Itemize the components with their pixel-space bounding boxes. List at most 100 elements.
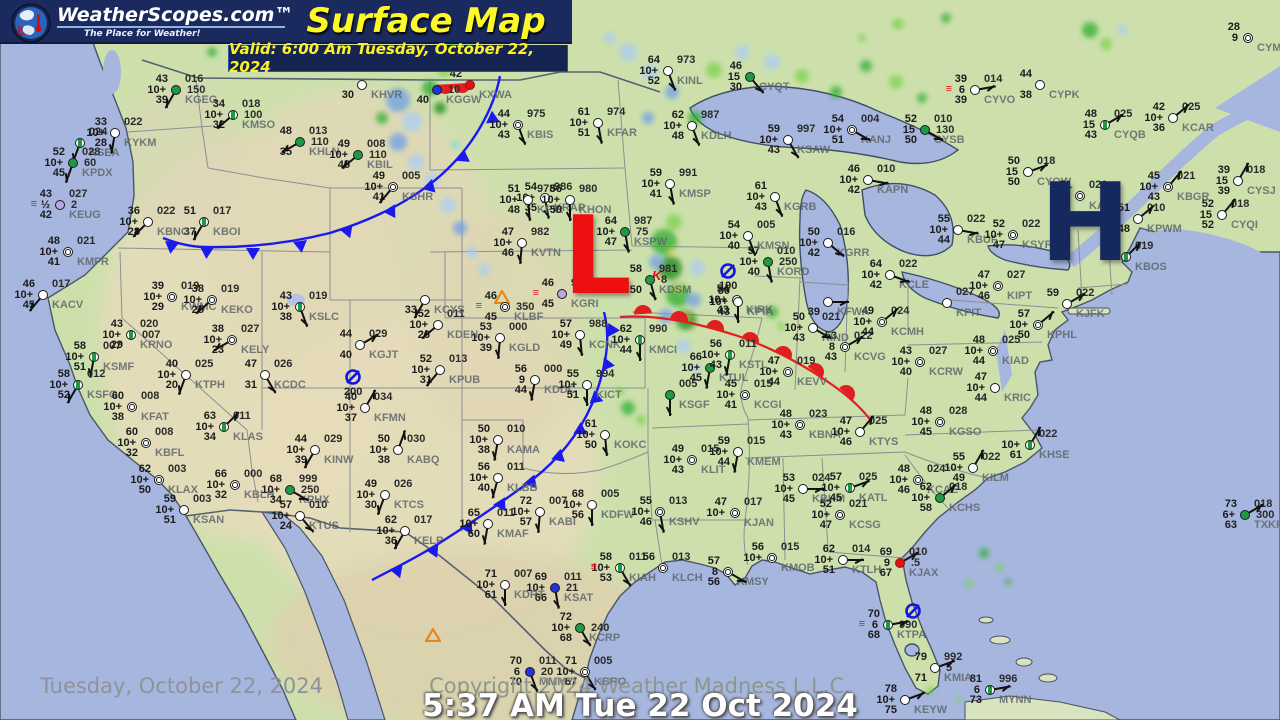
sky-cover-icon xyxy=(380,490,390,500)
fog-icon: ≡ xyxy=(858,618,866,630)
station-id: KBLH xyxy=(244,489,275,501)
visibility: 10+ xyxy=(49,379,68,391)
dewpoint: 38 xyxy=(477,444,490,456)
pressure: 015 xyxy=(701,443,720,455)
temperature: 34 xyxy=(212,98,225,110)
pressure: 025 xyxy=(859,471,878,483)
islands xyxy=(964,307,1121,720)
visibility: 10+ xyxy=(891,356,910,368)
station-id: KCAE xyxy=(927,484,959,496)
temperature: 39 xyxy=(1217,164,1230,176)
dewpoint: 47 xyxy=(819,519,832,531)
temperature: 51 xyxy=(507,183,520,195)
aux-value: 8 xyxy=(661,274,668,286)
dewpoint: 44 xyxy=(861,326,874,338)
dewpoint: 57 xyxy=(519,516,532,528)
sky-cover-icon xyxy=(795,420,805,430)
temperature: 42 xyxy=(1152,101,1165,113)
station-id: KTPA xyxy=(897,629,927,641)
pressure: 019 xyxy=(797,355,816,367)
temperature: 70 xyxy=(867,608,880,620)
visibility: 10+ xyxy=(563,499,582,511)
visibility: 6+ xyxy=(1222,509,1235,521)
visibility: 10+ xyxy=(556,666,575,678)
pressure: 008 xyxy=(367,138,386,150)
sky-cover-icon xyxy=(295,137,305,147)
sky-cover-icon xyxy=(357,80,367,90)
temperature: 62 xyxy=(919,481,932,493)
sky-cover-icon xyxy=(126,330,136,340)
temperature: 48 xyxy=(1084,108,1097,120)
sky-cover-icon xyxy=(513,120,523,130)
dewpoint: 35 xyxy=(524,202,537,214)
visibility: 10+ xyxy=(459,518,478,530)
temperature: 68 xyxy=(269,473,282,485)
dewpoint: 73 xyxy=(969,694,982,706)
dewpoint: 34 xyxy=(269,494,282,506)
temperature: 47 xyxy=(244,358,257,370)
temperature: 55 xyxy=(952,451,965,463)
visibility: 10+ xyxy=(774,483,793,495)
dewpoint: 50 xyxy=(549,204,562,216)
sky-cover-icon xyxy=(400,526,410,536)
dewpoint: 44 xyxy=(717,456,730,468)
station-id: KINW xyxy=(324,454,354,466)
temperature: 43 xyxy=(155,73,168,85)
sky-cover-icon xyxy=(645,275,655,285)
dewpoint: 49 xyxy=(952,472,965,484)
visibility: 10+ xyxy=(1144,112,1163,124)
station-id: KELY xyxy=(241,344,270,356)
temperature: 47 xyxy=(839,415,852,427)
dewpoint: 46 xyxy=(977,290,990,302)
pressure: 018 xyxy=(1037,155,1056,167)
dewpoint: 68 xyxy=(559,632,572,644)
low-pressure-center: L xyxy=(563,194,632,319)
sky-cover-icon xyxy=(582,380,592,390)
station-id: KBIS xyxy=(527,129,554,141)
dewpoint: 75 xyxy=(884,704,897,716)
station-id: KEKO xyxy=(221,304,253,316)
temperature: 52 xyxy=(992,218,1005,230)
visibility: 10+ xyxy=(861,269,880,281)
pressure: 015 xyxy=(747,435,766,447)
visibility: 10+ xyxy=(195,421,214,433)
sky-cover-icon xyxy=(730,508,740,518)
aux-value: 2 xyxy=(71,199,78,211)
fog-icon: ≡ xyxy=(532,287,540,299)
visibility: 9 xyxy=(518,374,525,386)
dewpoint: 39 xyxy=(807,306,820,318)
temperature: 57 xyxy=(1017,308,1030,320)
temperature: 55 xyxy=(639,495,652,507)
pressure: 017 xyxy=(414,514,433,526)
sky-cover-icon xyxy=(823,297,833,307)
station-id: MYNN xyxy=(999,694,1032,706)
temperature: 81 xyxy=(969,673,982,685)
pressure: 022 xyxy=(1022,218,1041,230)
sky-cover-icon xyxy=(835,510,845,520)
sky-cover-icon xyxy=(725,350,735,360)
station-id: KSTL xyxy=(739,359,768,371)
sky-cover-icon xyxy=(935,417,945,427)
temperature: 44 xyxy=(294,433,307,445)
pressure: 018 xyxy=(1231,198,1250,210)
visibility: 10+ xyxy=(469,472,488,484)
sky-cover-icon xyxy=(913,475,923,485)
visibility: 10+ xyxy=(86,127,105,139)
weather-fronts xyxy=(162,75,872,582)
sky-cover-icon xyxy=(1163,182,1173,192)
temperature: 56 xyxy=(477,461,490,473)
station-id: KMSP xyxy=(679,188,711,200)
sky-cover-icon xyxy=(993,281,1003,291)
pressure: 988 xyxy=(571,277,590,289)
dewpoint: 61 xyxy=(484,589,497,601)
dewpoint: 43 xyxy=(792,332,805,344)
sky-cover-icon xyxy=(433,320,443,330)
sky-cover-icon xyxy=(55,200,65,210)
sky-cover-icon xyxy=(885,270,895,280)
dewpoint: 45 xyxy=(22,299,35,311)
temperature: 59 xyxy=(717,435,730,447)
temperature: 79 xyxy=(914,651,927,663)
dewpoint: 43 xyxy=(716,304,729,316)
sky-cover-icon xyxy=(915,357,925,367)
dewpoint: 39 xyxy=(155,94,168,106)
